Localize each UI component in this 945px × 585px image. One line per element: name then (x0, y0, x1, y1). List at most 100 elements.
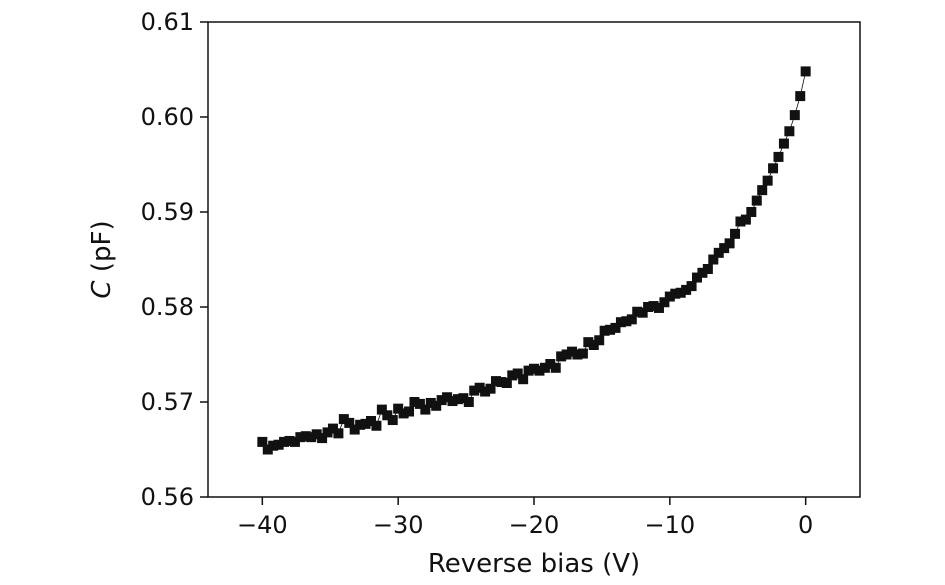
data-point (485, 383, 496, 394)
data-point (474, 382, 485, 393)
data-point (344, 417, 355, 428)
data-point (507, 370, 518, 381)
data-point (393, 403, 404, 414)
data-point (719, 243, 730, 254)
data-point (692, 272, 702, 283)
data-point (664, 291, 675, 302)
data-point (539, 362, 550, 373)
x-tick-label: −40 (237, 511, 288, 539)
data-points (257, 66, 811, 455)
data-point (686, 281, 697, 292)
data-point (447, 396, 458, 407)
x-tick-label: −30 (373, 511, 424, 539)
data-point (567, 346, 578, 357)
data-point (789, 110, 800, 121)
series-connecting-line (261, 71, 807, 451)
data-point (458, 393, 469, 404)
data-point (382, 410, 393, 421)
x-axis-ticks: −40 −30 −20 −10 0 (237, 497, 813, 539)
data-point (648, 301, 659, 312)
y-tick-label: 0.60 (141, 103, 194, 131)
data-point (398, 408, 409, 419)
data-point (653, 302, 664, 313)
data-point (615, 317, 626, 328)
data-point (306, 432, 317, 443)
data-point (670, 288, 681, 299)
data-point (262, 444, 273, 455)
data-point (496, 377, 507, 388)
data-point (529, 363, 539, 374)
data-point (463, 397, 474, 407)
data-point (757, 185, 768, 196)
data-point (561, 349, 572, 360)
data-point (452, 394, 463, 405)
x-tick-label: −20 (509, 511, 560, 539)
data-point (512, 368, 523, 379)
data-point (404, 406, 415, 417)
data-point (746, 207, 757, 217)
y-axis-title-unit: (pF) (87, 220, 117, 280)
data-point (556, 351, 567, 362)
data-point (518, 374, 529, 385)
data-point (632, 306, 643, 317)
data-point (702, 264, 713, 274)
data-point (643, 302, 654, 312)
data-point (501, 378, 512, 388)
data-point (697, 267, 708, 278)
data-point (300, 431, 311, 442)
data-point (376, 404, 387, 415)
data-point (480, 386, 491, 397)
data-point (583, 337, 594, 348)
data-point (740, 214, 751, 225)
data-point (333, 428, 344, 439)
data-point (577, 348, 588, 359)
data-point (284, 435, 295, 446)
x-tick-label: 0 (798, 511, 813, 539)
data-point (768, 163, 779, 174)
data-point (626, 314, 637, 325)
data-point (387, 415, 398, 426)
y-axis-title: C (pF) (87, 220, 117, 298)
data-point (572, 349, 583, 360)
data-point (713, 247, 724, 258)
y-tick-label: 0.59 (141, 198, 194, 226)
data-point (490, 376, 501, 387)
y-axis-title-symbol: C (87, 280, 117, 299)
data-point (545, 359, 556, 369)
data-point (588, 340, 599, 350)
data-point (659, 297, 670, 308)
data-point (621, 316, 632, 327)
data-point (762, 175, 773, 186)
data-point (637, 307, 648, 318)
data-point (360, 418, 371, 429)
data-point (366, 416, 376, 426)
data-point (420, 404, 431, 415)
data-point (425, 397, 436, 408)
data-point (311, 429, 322, 440)
data-point (322, 427, 333, 438)
data-point (751, 195, 762, 206)
data-point (730, 228, 741, 239)
data-point (681, 284, 692, 295)
data-point (675, 287, 686, 298)
data-point (414, 398, 425, 409)
data-point (289, 436, 300, 447)
data-point (355, 419, 366, 430)
data-point (327, 423, 338, 434)
data-point (431, 400, 442, 411)
data-point (523, 365, 534, 376)
data-point (784, 126, 795, 137)
data-point (610, 322, 621, 333)
data-point (735, 216, 746, 227)
data-point (594, 335, 605, 346)
data-point (442, 392, 453, 403)
data-point (273, 439, 284, 450)
data-point (469, 385, 480, 396)
y-tick-label: 0.56 (141, 483, 194, 511)
data-point (436, 395, 447, 406)
y-tick-label: 0.57 (141, 388, 194, 416)
data-point (773, 151, 784, 162)
data-point (268, 440, 279, 451)
data-point (371, 420, 382, 431)
